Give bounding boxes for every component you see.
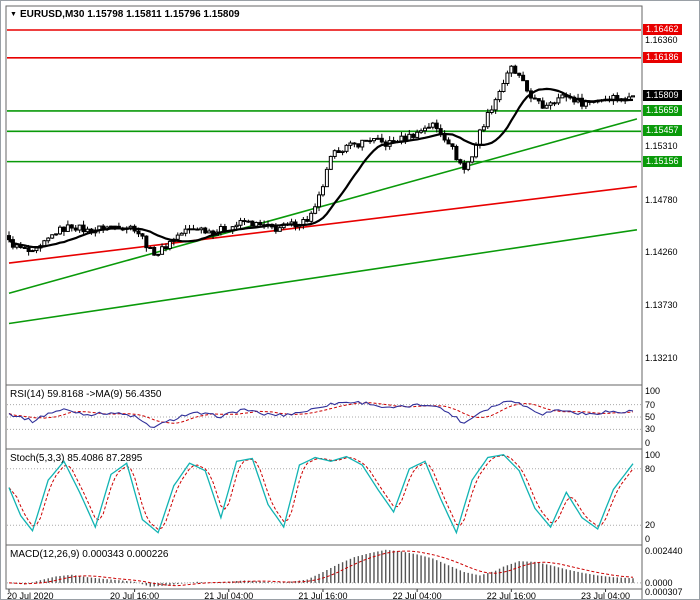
ohlc-values: 1.15798 1.15811 1.15796 1.15809 (87, 9, 240, 20)
rsi-indicator-label: RSI(14) 59.8168 ->MA(9) 56.4350 (10, 389, 162, 400)
stochastic-indicator-label: Stoch(5,3,3) 85.4086 87.2895 (10, 453, 143, 464)
price-scale[interactable] (642, 1, 699, 599)
time-scale[interactable] (1, 589, 642, 599)
symbol-timeframe-label: EURUSD,M30 (19, 9, 85, 20)
chart-symbol-icon: ▼ (10, 11, 17, 18)
chart-title: ▼ EURUSD,M30 1.15798 1.15811 1.15796 1.15… (10, 9, 240, 20)
macd-indicator-label: MACD(12,26,9) 0.000343 0.000226 (10, 549, 169, 560)
